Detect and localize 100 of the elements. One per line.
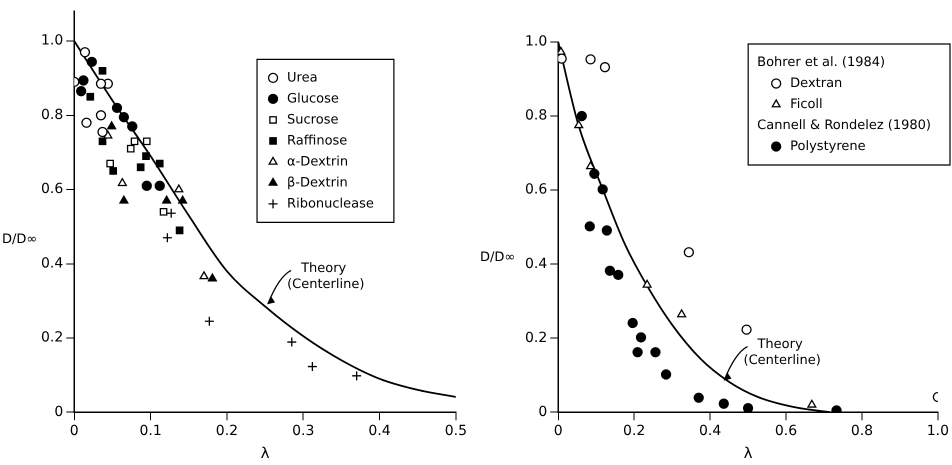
point	[352, 370, 362, 381]
point	[107, 121, 116, 130]
point	[98, 66, 106, 75]
y-tick-label: 0.4	[41, 255, 64, 272]
point	[628, 318, 638, 328]
y-tick-label: 0.6	[41, 181, 64, 198]
point	[176, 226, 184, 234]
point	[174, 184, 184, 192]
legend-label: Polystyrene	[790, 138, 866, 154]
x-tick-label: 0.8	[850, 423, 874, 440]
point	[602, 225, 612, 236]
annotation: Cannell & Rondelez (1980)	[757, 118, 932, 133]
legend-label: Raffinose	[287, 133, 348, 148]
point	[126, 144, 135, 153]
legend-label: Sucrose	[287, 112, 338, 128]
y-tick-label: 0	[54, 404, 64, 420]
point	[86, 92, 94, 101]
x-axis-title: λ	[260, 444, 270, 462]
point	[118, 178, 127, 186]
point	[130, 137, 138, 146]
point	[142, 137, 151, 146]
y-tick-label: 0.2	[525, 330, 548, 346]
point	[98, 137, 106, 146]
x-tick-label: 0.6	[774, 423, 798, 440]
point	[585, 54, 596, 65]
point	[807, 400, 816, 408]
point	[178, 196, 188, 204]
point	[162, 196, 172, 204]
y-tick-label: 1.0	[525, 34, 548, 50]
y-tick-label: 1.0	[41, 32, 64, 49]
point	[632, 347, 643, 358]
legend-label: Urea	[287, 70, 318, 86]
point	[156, 160, 164, 168]
point	[742, 402, 754, 412]
point	[136, 163, 144, 172]
point	[204, 316, 214, 326]
x-tick-label: 1.0	[926, 423, 949, 440]
point	[584, 221, 595, 232]
point	[307, 361, 318, 372]
x-tick-label: 0	[70, 423, 79, 440]
x-tick-label: 0.5	[444, 423, 467, 440]
legend-label: Glucose	[287, 91, 339, 106]
legend-label: Dextran	[790, 76, 842, 91]
point	[589, 168, 600, 179]
point	[576, 110, 587, 122]
point	[81, 118, 92, 128]
point	[694, 392, 704, 403]
point	[78, 75, 89, 86]
point	[96, 110, 106, 120]
point	[600, 62, 610, 72]
x-tick-label: 0.2	[216, 423, 238, 440]
x-tick-label: 0.4	[698, 423, 722, 440]
legend-label: Ribonuclease	[287, 196, 374, 212]
point	[142, 152, 150, 160]
point	[96, 78, 106, 89]
point	[162, 232, 173, 243]
y-tick-label: 0.6	[525, 182, 548, 198]
point	[574, 120, 584, 128]
point	[142, 180, 152, 191]
point	[119, 196, 128, 204]
y-tick-label: 0.2	[41, 330, 64, 346]
point	[76, 86, 86, 96]
point	[208, 273, 217, 282]
legend-label: α-Dextrin	[287, 154, 348, 170]
y-tick-label: 0	[538, 404, 548, 420]
point	[604, 266, 616, 276]
point	[650, 347, 661, 358]
x-axis-title: λ	[744, 444, 753, 462]
point	[160, 208, 168, 216]
point	[97, 126, 108, 138]
point	[642, 280, 652, 288]
point	[118, 112, 130, 122]
annotation: Theory (Centerline)	[743, 336, 821, 368]
point	[199, 271, 209, 280]
point	[598, 184, 608, 194]
point	[80, 47, 90, 58]
annotation: Bohrer et al. (1984)	[757, 54, 886, 70]
point	[154, 180, 165, 191]
point	[86, 56, 97, 68]
point	[677, 309, 686, 318]
y-axis-title: D/D∞	[480, 250, 516, 266]
x-tick-label: 0.3	[292, 423, 314, 440]
x-tick-label: 0.4	[368, 423, 391, 440]
y-tick-label: 0.8	[41, 106, 64, 123]
point	[286, 336, 297, 348]
y-tick-label: 0.4	[525, 256, 548, 272]
y-tick-label: 0.8	[525, 108, 548, 124]
point	[613, 270, 624, 280]
point	[112, 102, 122, 114]
x-tick-label: 0	[554, 423, 563, 440]
annotation: Theory (Centerline)	[287, 260, 364, 292]
point	[109, 167, 118, 175]
point	[660, 369, 672, 380]
point	[127, 121, 138, 132]
point	[106, 160, 114, 168]
point	[166, 208, 176, 218]
point	[718, 398, 729, 409]
legend-label: Ficoll	[790, 96, 823, 112]
point	[636, 332, 646, 343]
point	[741, 324, 752, 335]
